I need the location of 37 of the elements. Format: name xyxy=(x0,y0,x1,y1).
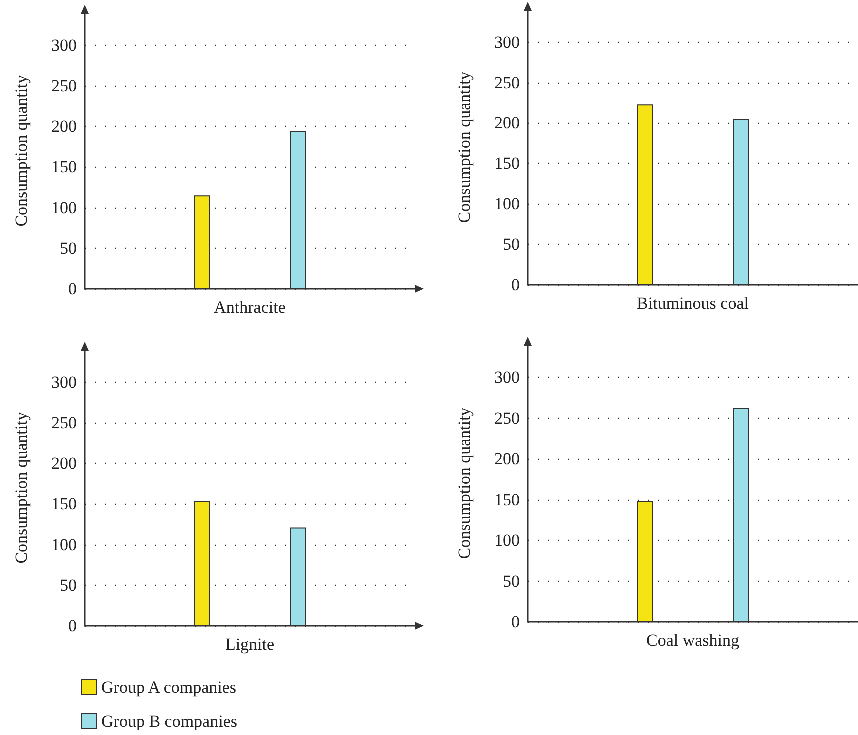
y-axis-title: Consumption quantity xyxy=(455,71,474,224)
y-tick-label: 100 xyxy=(494,194,520,214)
y-tick-label: 300 xyxy=(494,32,520,52)
y-tick-label: 150 xyxy=(494,154,520,174)
y-tick-label: 0 xyxy=(68,280,77,298)
x-tick-label: Bituminous coal xyxy=(637,294,750,313)
y-tick-label: 150 xyxy=(52,158,77,177)
y-tick-label: 0 xyxy=(512,612,520,632)
y-tick-label: 100 xyxy=(52,198,77,218)
y-tick-label: 100 xyxy=(52,535,77,554)
y-tick-label: 50 xyxy=(60,576,77,595)
y-tick-label: 150 xyxy=(494,490,520,510)
y-axis-title: Consumption quantity xyxy=(12,412,31,564)
y-tick-label: 300 xyxy=(52,36,77,55)
y-tick-label: 50 xyxy=(60,238,77,258)
y-tick-label: 0 xyxy=(512,276,520,294)
y-tick-label: 250 xyxy=(52,76,77,96)
y-tick-label: 50 xyxy=(503,235,520,254)
y-tick-label: 300 xyxy=(494,368,520,388)
y-axis-title: Consumption quantity xyxy=(455,407,474,560)
y-tick-label: 300 xyxy=(52,372,77,392)
x-tick-label: Lignite xyxy=(225,635,275,654)
y-tick-label: 250 xyxy=(494,73,520,92)
y-tick-label: 200 xyxy=(52,117,77,136)
y-tick-label: 200 xyxy=(494,450,520,469)
y-tick-label: 50 xyxy=(503,572,520,591)
y-tick-label: 200 xyxy=(52,454,77,474)
y-tick-label: 250 xyxy=(52,414,77,433)
y-axis-title: Consumption quantity xyxy=(12,74,31,227)
y-tick-label: 0 xyxy=(68,616,77,636)
y-tick-label: 200 xyxy=(494,114,520,133)
x-tick-label: Anthracite xyxy=(214,298,286,317)
legend-label: Group A companies xyxy=(102,678,237,697)
y-tick-label: 250 xyxy=(494,408,520,428)
x-tick-label: Coal washing xyxy=(646,631,740,650)
y-tick-label: 100 xyxy=(494,531,520,550)
y-tick-label: 150 xyxy=(52,494,77,514)
